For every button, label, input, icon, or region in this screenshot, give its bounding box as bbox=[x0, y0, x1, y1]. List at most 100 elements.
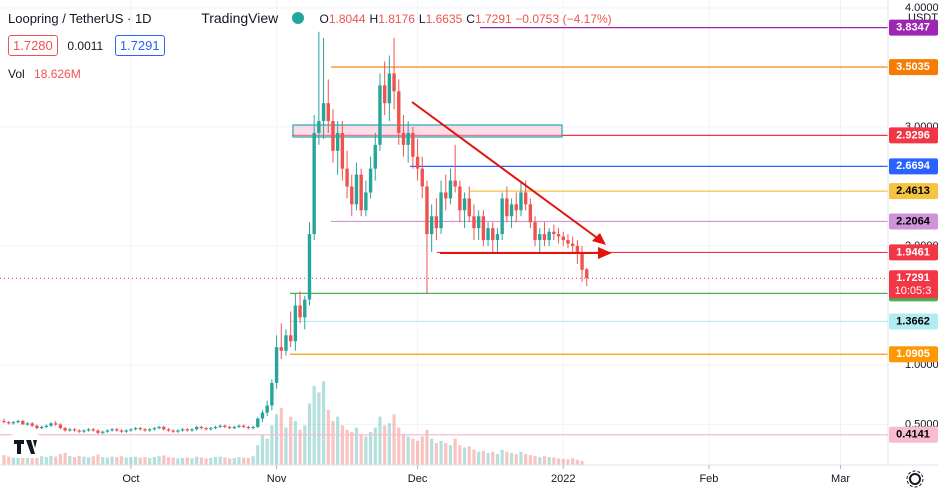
volume-bar bbox=[547, 457, 551, 465]
candle-body bbox=[429, 216, 434, 235]
candle-body bbox=[467, 198, 471, 217]
volume-bar bbox=[514, 454, 518, 465]
volume-bar bbox=[321, 381, 326, 465]
ohlc-value: 1.8176 bbox=[378, 12, 415, 26]
candle-body bbox=[472, 216, 476, 229]
candle-body bbox=[340, 132, 345, 169]
candle-body bbox=[256, 418, 260, 427]
candle-body bbox=[77, 430, 81, 432]
level-label-box bbox=[889, 127, 938, 144]
y-tick-label: 4.0000 bbox=[905, 2, 938, 14]
candle-body bbox=[453, 180, 457, 187]
volume-bar bbox=[110, 456, 114, 465]
volume-bar bbox=[312, 385, 316, 465]
symbol-title: Loopring / TetherUS · 1D bbox=[8, 11, 152, 26]
volume-bar bbox=[364, 436, 368, 465]
volume-bar bbox=[472, 449, 476, 465]
volume-bar bbox=[481, 450, 485, 465]
volume-bar bbox=[425, 429, 429, 465]
candle-body bbox=[439, 192, 443, 229]
candle-body bbox=[251, 426, 255, 429]
candle-body bbox=[411, 132, 415, 157]
candle-body bbox=[552, 231, 556, 235]
support-arrow-head bbox=[598, 247, 612, 259]
volume-bar bbox=[251, 456, 255, 465]
candle-body bbox=[401, 132, 406, 145]
volume-bar bbox=[326, 410, 330, 465]
bid[interactable]: 1.7280 bbox=[8, 35, 58, 56]
volume-bar bbox=[519, 451, 523, 465]
volume-bar bbox=[246, 457, 250, 465]
candle-body bbox=[279, 347, 283, 351]
volume-bar bbox=[552, 457, 556, 465]
price-label: 1.7291 bbox=[896, 272, 930, 284]
candle-body bbox=[100, 431, 105, 433]
volume-bar bbox=[129, 457, 133, 465]
market-status bbox=[291, 12, 304, 24]
candle-body bbox=[303, 299, 307, 318]
candle-body bbox=[335, 132, 340, 151]
candle-body bbox=[321, 103, 326, 122]
volume-value: 18.626M bbox=[34, 67, 81, 81]
candle-body bbox=[528, 204, 533, 223]
volume-bar bbox=[16, 456, 20, 465]
volume-bar bbox=[359, 434, 363, 465]
candle-body bbox=[2, 420, 6, 423]
volume-bar bbox=[209, 457, 213, 465]
ohlc-value: 1.7291 bbox=[474, 12, 512, 26]
candle-body bbox=[157, 426, 161, 429]
candle-body bbox=[110, 429, 114, 431]
volume-bar bbox=[345, 429, 349, 465]
candle-body bbox=[519, 192, 523, 211]
candle-body bbox=[105, 430, 110, 432]
settings-icon[interactable] bbox=[906, 470, 924, 488]
candle-body bbox=[199, 426, 204, 429]
candle-body bbox=[354, 174, 359, 205]
candle-body bbox=[476, 216, 481, 229]
candle-body bbox=[585, 269, 589, 279]
level-label: 2.4613 bbox=[896, 185, 930, 197]
volume-bar bbox=[39, 456, 44, 465]
candle-body bbox=[509, 204, 514, 217]
volume-bar bbox=[556, 458, 561, 465]
volume-bar bbox=[162, 455, 166, 465]
level-label-box bbox=[889, 59, 938, 76]
candle-body bbox=[350, 186, 354, 205]
volume-bar bbox=[378, 416, 382, 465]
candle-body bbox=[505, 198, 509, 217]
candle-body bbox=[364, 192, 368, 211]
volume-bar bbox=[317, 392, 321, 465]
candle-body bbox=[260, 412, 265, 419]
volume-bar bbox=[213, 457, 218, 465]
candle-body bbox=[190, 429, 194, 431]
candle-body bbox=[176, 430, 180, 432]
candle-body bbox=[6, 422, 11, 424]
volume-bar bbox=[439, 440, 443, 465]
volume-bar bbox=[105, 457, 109, 465]
volume-bar bbox=[7, 456, 11, 465]
candle-body bbox=[458, 186, 462, 211]
volume-bar bbox=[72, 457, 77, 465]
ask[interactable]: 1.7291 bbox=[114, 35, 165, 56]
candle-body bbox=[11, 422, 16, 424]
candle-body bbox=[204, 428, 208, 430]
volume-bar bbox=[49, 455, 53, 465]
levels bbox=[0, 27, 888, 436]
candle-body bbox=[462, 198, 467, 211]
level-label: 1.0905 bbox=[896, 348, 930, 360]
candle-body bbox=[425, 186, 429, 235]
candle-body bbox=[218, 425, 222, 427]
volume-bar bbox=[350, 432, 354, 465]
volume-bar bbox=[86, 457, 91, 465]
ohlc-key: O bbox=[319, 12, 329, 26]
volume-bar bbox=[289, 416, 293, 465]
candle-body bbox=[152, 428, 157, 430]
candle-body bbox=[209, 428, 213, 430]
candle-body bbox=[129, 429, 133, 431]
level-label-box bbox=[889, 19, 938, 36]
candle-body bbox=[523, 192, 528, 205]
candle-body bbox=[307, 234, 312, 300]
volume-bar bbox=[575, 459, 579, 465]
ohlc-value: 1.8044 bbox=[328, 12, 366, 26]
candle-body bbox=[580, 251, 584, 270]
